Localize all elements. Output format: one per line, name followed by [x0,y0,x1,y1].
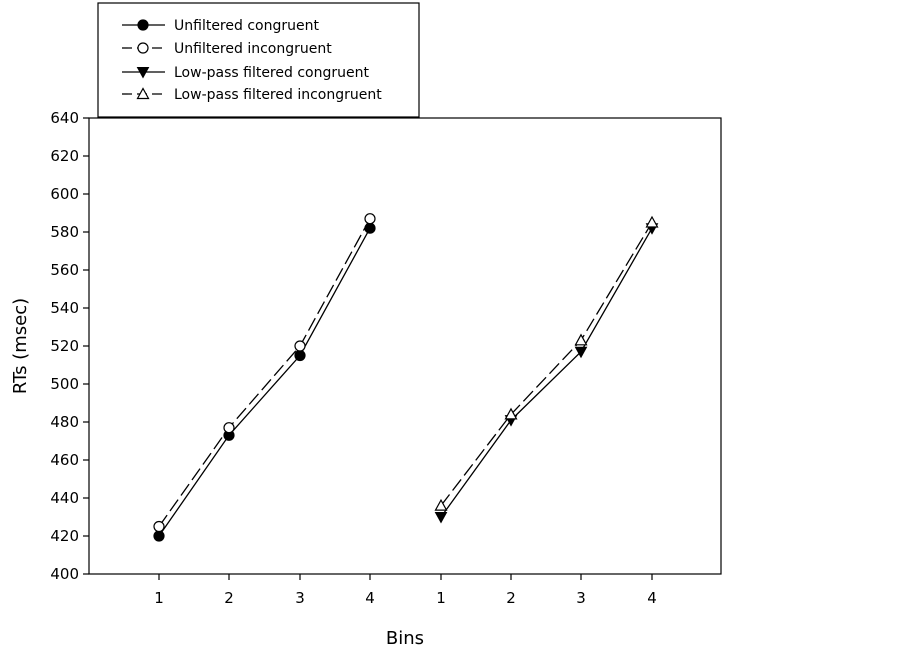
series-layer [153,213,659,542]
legend-label: Low-pass filtered congruent [174,65,369,81]
data-point [434,498,448,511]
legend-label: Unfiltered incongruent [174,41,332,57]
series-line [440,222,653,506]
data-point [574,346,588,359]
y-tick-label: 440 [50,489,79,507]
x-tick-label: 4 [647,589,657,607]
legend-marker [137,19,149,31]
x-tick-label: 2 [506,589,516,607]
y-tick-label: 400 [50,565,79,583]
x-axis: 1 2 3 4 1 2 3 4 [154,574,657,607]
x-tick-label: 1 [436,589,446,607]
y-tick-label: 580 [50,223,79,241]
data-point [153,530,165,542]
legend-box [97,2,420,118]
x-axis-label: Bins [386,628,424,648]
y-tick-label: 520 [50,337,79,355]
data-point [223,422,235,434]
y-tick-label: 500 [50,375,79,393]
y-tick-label: 620 [50,147,79,165]
data-point [294,340,306,352]
series-line [440,227,653,518]
x-tick-label: 1 [154,589,164,607]
series-line [158,218,371,527]
y-tick-label: 540 [50,299,79,317]
data-point [364,213,376,225]
legend-label: Low-pass filtered incongruent [174,87,382,103]
y-tick-label: 600 [50,185,79,203]
data-point [645,215,659,228]
y-tick-label: 420 [50,527,79,545]
data-point [434,512,448,524]
legend-marker [136,67,150,79]
legend-label: Unfiltered congruent [174,18,319,34]
y-axis: 400 420 440 460 480 500 520 540 560 580 600 620 640 [50,109,89,583]
x-tick-label: 4 [365,589,375,607]
x-tick-label: 2 [224,589,234,607]
data-point [153,520,165,533]
y-tick-label: 460 [50,451,79,469]
legend-marker [137,42,149,54]
data-point [504,407,518,420]
y-axis-label: RTs (msec) [10,298,31,394]
series-line [158,227,371,537]
data-point [574,333,588,346]
legend: Unfiltered congruent Unfiltered incongrue… [97,2,420,118]
data-point [294,349,306,362]
x-tick-label: 3 [295,589,305,607]
x-tick-label: 3 [576,589,586,607]
y-tick-label: 640 [50,109,79,127]
y-tick-label: 560 [50,261,79,279]
plot-frame [88,117,722,575]
legend-marker [136,87,150,100]
y-tick-label: 480 [50,413,79,431]
